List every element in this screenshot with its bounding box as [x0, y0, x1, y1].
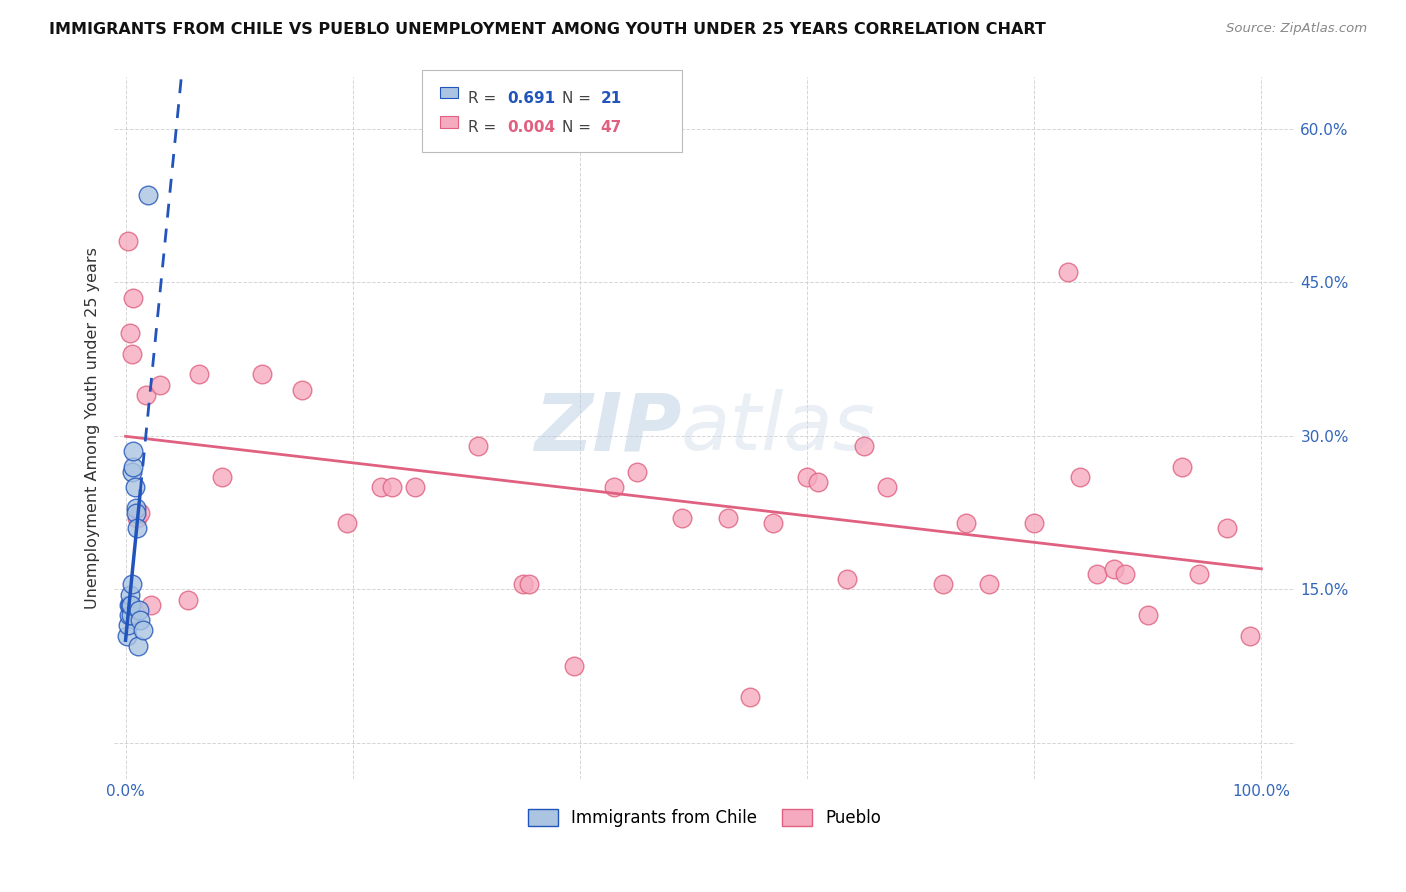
- Point: [716, 510, 738, 524]
- Point: [149, 377, 172, 392]
- Point: [188, 368, 211, 382]
- Point: [120, 588, 142, 602]
- Point: [1057, 265, 1080, 279]
- Point: [370, 480, 392, 494]
- Point: [139, 598, 162, 612]
- Point: [211, 470, 233, 484]
- Text: 0.004: 0.004: [508, 120, 555, 136]
- Point: [177, 592, 200, 607]
- Point: [835, 572, 858, 586]
- Point: [1085, 567, 1108, 582]
- Y-axis label: Unemployment Among Youth under 25 years: Unemployment Among Youth under 25 years: [86, 247, 100, 609]
- Point: [1136, 608, 1159, 623]
- Text: R =: R =: [468, 120, 502, 136]
- Point: [1102, 562, 1125, 576]
- Point: [125, 500, 148, 515]
- Point: [124, 480, 146, 494]
- Text: R =: R =: [468, 91, 502, 106]
- Point: [129, 506, 152, 520]
- Point: [740, 690, 762, 704]
- Point: [122, 444, 145, 458]
- Text: IMMIGRANTS FROM CHILE VS PUEBLO UNEMPLOYMENT AMONG YOUTH UNDER 25 YEARS CORRELAT: IMMIGRANTS FROM CHILE VS PUEBLO UNEMPLOY…: [49, 22, 1046, 37]
- Point: [120, 608, 142, 623]
- Point: [671, 510, 693, 524]
- Point: [127, 639, 149, 653]
- Point: [762, 516, 785, 530]
- Point: [1171, 459, 1194, 474]
- Point: [1188, 567, 1211, 582]
- Point: [603, 480, 626, 494]
- Legend: Immigrants from Chile, Pueblo: Immigrants from Chile, Pueblo: [522, 802, 889, 834]
- Point: [250, 368, 273, 382]
- Text: N =: N =: [562, 120, 596, 136]
- Point: [121, 577, 143, 591]
- Point: [467, 439, 489, 453]
- Point: [136, 188, 159, 202]
- Point: [120, 326, 142, 341]
- Point: [626, 465, 648, 479]
- Point: [876, 480, 898, 494]
- Point: [128, 603, 150, 617]
- Point: [512, 577, 534, 591]
- Point: [117, 618, 139, 632]
- Point: [129, 613, 152, 627]
- Point: [1216, 521, 1239, 535]
- Point: [955, 516, 977, 530]
- Text: N =: N =: [562, 91, 596, 106]
- Point: [977, 577, 1000, 591]
- Point: [336, 516, 359, 530]
- Point: [1239, 629, 1261, 643]
- Point: [121, 465, 143, 479]
- Text: 21: 21: [600, 91, 621, 106]
- Point: [122, 459, 145, 474]
- Point: [118, 608, 141, 623]
- Text: ZIP: ZIP: [534, 389, 681, 467]
- Point: [125, 510, 148, 524]
- Point: [1024, 516, 1046, 530]
- Point: [796, 470, 818, 484]
- Point: [1114, 567, 1136, 582]
- Point: [135, 388, 157, 402]
- Text: 0.691: 0.691: [508, 91, 555, 106]
- Point: [1069, 470, 1091, 484]
- Point: [291, 383, 314, 397]
- Text: Source: ZipAtlas.com: Source: ZipAtlas.com: [1226, 22, 1367, 36]
- Point: [517, 577, 540, 591]
- Point: [807, 475, 830, 489]
- Text: 47: 47: [600, 120, 621, 136]
- Point: [115, 629, 138, 643]
- Point: [125, 521, 148, 535]
- Point: [117, 235, 139, 249]
- Point: [122, 291, 145, 305]
- Point: [118, 598, 141, 612]
- Point: [120, 598, 142, 612]
- Point: [562, 659, 585, 673]
- Point: [120, 598, 142, 612]
- Point: [121, 347, 143, 361]
- Point: [125, 506, 148, 520]
- Point: [852, 439, 875, 453]
- Point: [381, 480, 404, 494]
- Point: [932, 577, 955, 591]
- Text: atlas: atlas: [681, 389, 876, 467]
- Point: [131, 624, 153, 638]
- Point: [404, 480, 426, 494]
